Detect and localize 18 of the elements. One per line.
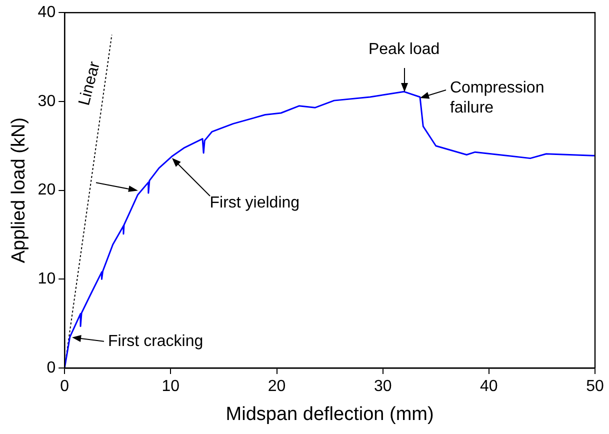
annotation: First yielding xyxy=(210,194,300,212)
annotation: Peak load xyxy=(368,41,440,58)
x-axis-title: Midspan deflection (mm) xyxy=(226,404,434,425)
x-tick-label: 10 xyxy=(162,378,180,396)
x-tick-label: 40 xyxy=(480,378,498,396)
y-axis-title: Applied load (kN) xyxy=(8,117,30,264)
y-tick-label: 40 xyxy=(38,4,56,22)
y-tick-label: 0 xyxy=(46,359,56,376)
annotation: Linear xyxy=(76,59,104,108)
x-tick-label: 30 xyxy=(374,378,392,396)
x-tick-label: 20 xyxy=(268,378,286,396)
annotation: Compression failure xyxy=(450,79,544,116)
y-tick-label: 30 xyxy=(38,92,56,110)
y-tick-label: 10 xyxy=(38,270,56,288)
annotation: First cracking xyxy=(108,333,204,350)
x-tick-label: 0 xyxy=(60,378,70,396)
y-tick-label: 20 xyxy=(38,182,56,199)
x-tick-label: 50 xyxy=(586,378,604,396)
